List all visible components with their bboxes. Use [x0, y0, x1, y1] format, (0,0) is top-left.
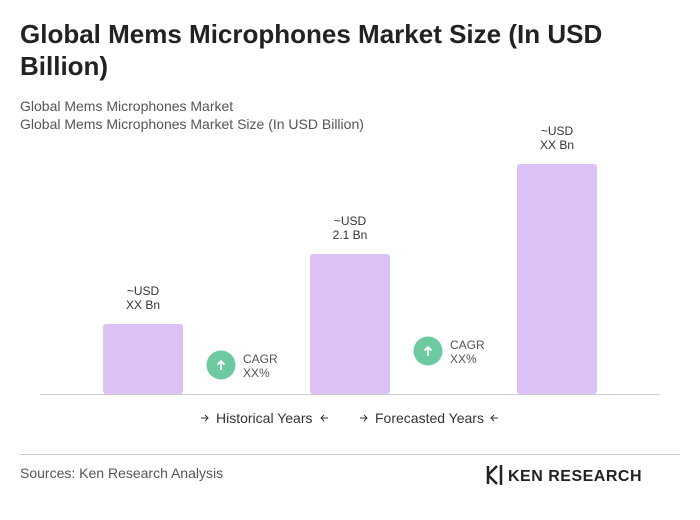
bar: [310, 254, 390, 394]
cagr-label: XX%: [243, 366, 270, 380]
value-label: 2.1 Bn: [333, 228, 368, 242]
value-label: XX Bn: [540, 138, 574, 152]
legend-label: Forecasted Years: [375, 410, 484, 426]
subtitle: Global Mems Microphones Market: [20, 98, 233, 114]
chart-title: Global Mems Microphones Market Size (In …: [20, 19, 603, 81]
legend-label: Historical Years: [216, 410, 313, 426]
value-label: ~USD: [334, 214, 367, 228]
legend-arrow: [360, 414, 368, 422]
value-label: ~USD: [541, 124, 574, 138]
cagr-label: CAGR: [450, 338, 485, 352]
subtitle: Global Mems Microphones Market Size (In …: [20, 116, 364, 132]
logo: KEN RESEARCH: [486, 465, 642, 485]
value-label: ~USD: [127, 284, 160, 298]
cagr-arrow: [423, 345, 433, 356]
legend-arrow: [490, 414, 498, 422]
legend-arrow: [201, 414, 209, 422]
legend-arrow: [320, 414, 328, 422]
cagr-label: CAGR: [243, 352, 278, 366]
source: Sources: Ken Research Analysis: [20, 465, 223, 481]
logo-icon: [486, 465, 503, 485]
cagr-label: XX%: [450, 352, 477, 366]
bar: [103, 324, 183, 394]
logo-text: KEN RESEARCH: [508, 468, 642, 485]
bar: [517, 164, 597, 394]
value-label: XX Bn: [126, 298, 160, 312]
cagr-arrow: [216, 359, 226, 370]
